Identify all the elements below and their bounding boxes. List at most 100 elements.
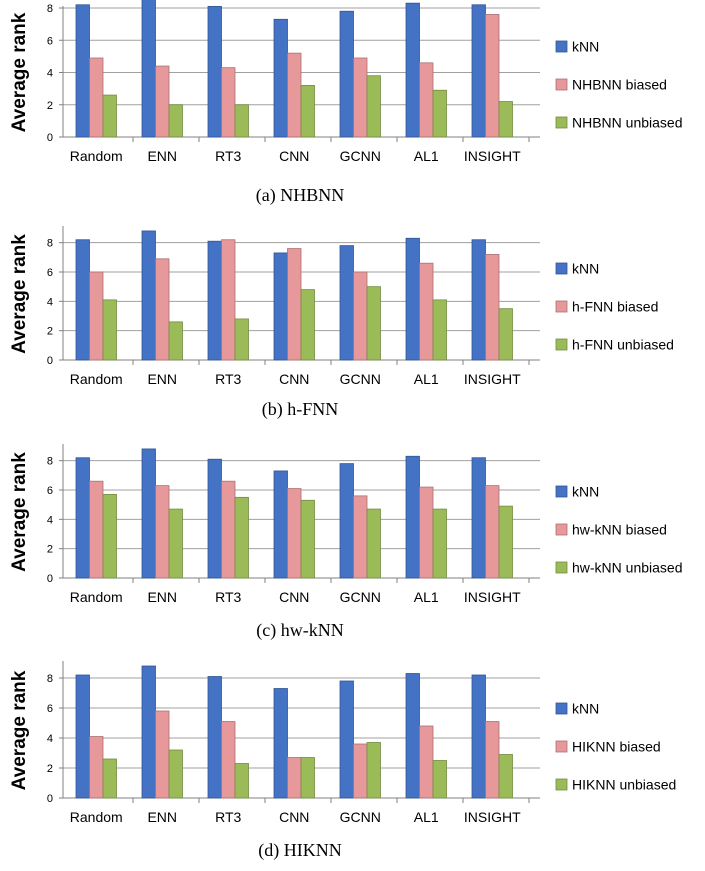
bar-h-fnn-unbiased-enn bbox=[168, 321, 183, 361]
x-tick-label-random: Random bbox=[70, 589, 123, 605]
legend-label-knn: kNN bbox=[572, 261, 599, 277]
x-tick-label-rt3: RT3 bbox=[215, 589, 241, 605]
x-tick-label-cnn: CNN bbox=[279, 589, 309, 605]
chart-svg-h-fnn: 0 2 4 6 8 Average rank Random ENN RT3 CNN GCNN AL1 I… bbox=[9, 226, 674, 387]
y-tick-label: 6 bbox=[47, 485, 53, 497]
caption-hiknn-text: (d) HIKNN bbox=[258, 840, 342, 860]
bar-nhbnn-biased-cnn bbox=[287, 52, 302, 138]
legend-swatch-h-fnn-biased bbox=[555, 300, 568, 313]
bar-hw-knn-unbiased-gcnn bbox=[366, 508, 381, 579]
bar-knn-insight bbox=[471, 674, 486, 799]
bar-nhbnn-unbiased-insight bbox=[498, 101, 513, 138]
legend: kNN NHBNN biased NHBNN unbiased bbox=[555, 39, 683, 131]
bar-nhbnn-unbiased-random bbox=[102, 94, 117, 138]
bar-hw-knn-biased-enn bbox=[155, 485, 170, 579]
bar-h-fnn-biased-enn bbox=[155, 258, 170, 361]
x-tick-label-insight: INSIGHT bbox=[464, 589, 521, 605]
legend-label-knn: kNN bbox=[572, 701, 599, 717]
legend-swatch-knn bbox=[555, 40, 568, 53]
x-tick-label-gcnn: GCNN bbox=[340, 589, 381, 605]
x-tick-label-rt3: RT3 bbox=[215, 371, 241, 387]
bar-hw-knn-unbiased-random bbox=[102, 494, 117, 579]
chart-panel-nhbnn: 0 2 4 6 8 Average rank Random ENN RT3 CNN GCNN AL1 I… bbox=[0, 0, 705, 210]
bar-knn-insight bbox=[471, 239, 486, 361]
legend-swatch-knn bbox=[555, 485, 568, 498]
legend-label-hiknn-unbiased: HIKNN unbiased bbox=[572, 777, 676, 793]
x-tick-label-al1: AL1 bbox=[414, 589, 439, 605]
y-axis-label: Average rank bbox=[9, 234, 30, 354]
chart-svg-nhbnn: 0 2 4 6 8 Average rank Random ENN RT3 CNN GCNN AL1 I… bbox=[9, 0, 683, 164]
x-tick-label-enn: ENN bbox=[147, 148, 177, 164]
legend-swatch-hiknn-biased bbox=[555, 740, 568, 753]
bar-knn-enn bbox=[141, 230, 156, 361]
x-tick-label-random: Random bbox=[70, 371, 123, 387]
bar-hw-knn-unbiased-cnn bbox=[300, 499, 315, 579]
bar-knn-rt3 bbox=[207, 458, 222, 579]
bar-h-fnn-biased-gcnn bbox=[353, 271, 368, 361]
y-tick-label: 0 bbox=[47, 132, 53, 144]
caption-nhbnn-text: (a) NHBNN bbox=[255, 185, 345, 205]
bar-knn-al1 bbox=[405, 2, 420, 138]
x-tick-label-rt3: RT3 bbox=[215, 148, 241, 164]
bar-knn-enn bbox=[141, 0, 156, 138]
bar-hiknn-biased-random bbox=[89, 736, 104, 799]
bar-hw-knn-unbiased-al1 bbox=[432, 508, 447, 579]
y-tick-label: 6 bbox=[47, 267, 53, 279]
gridlines bbox=[63, 677, 540, 769]
y-tick-label: 4 bbox=[47, 514, 53, 526]
bar-knn-random bbox=[75, 674, 90, 799]
chart-panel-h-fnn: 0 2 4 6 8 Average rank Random ENN RT3 CNN GCNN AL1 I… bbox=[0, 218, 705, 425]
y-tick-label: 8 bbox=[47, 238, 53, 250]
x-tick-label-gcnn: GCNN bbox=[340, 148, 381, 164]
legend-label-knn: kNN bbox=[572, 39, 599, 55]
caption-h-fnn: (b) h-FNN bbox=[0, 399, 600, 420]
y-tick-label: 2 bbox=[47, 100, 53, 112]
caption-hw-knn-text: (c) hw-kNN bbox=[256, 620, 344, 640]
bar-nhbnn-biased-insight bbox=[485, 14, 500, 138]
y-axis-label: Average rank bbox=[9, 670, 30, 790]
bar-hiknn-biased-rt3 bbox=[221, 721, 236, 799]
x-tick-label-cnn: CNN bbox=[279, 809, 309, 825]
bar-hiknn-unbiased-random bbox=[102, 758, 117, 799]
bar-knn-al1 bbox=[405, 237, 420, 361]
bar-hw-knn-unbiased-insight bbox=[498, 505, 513, 579]
y-tick-label: 4 bbox=[47, 296, 53, 308]
x-tick-label-gcnn: GCNN bbox=[340, 809, 381, 825]
bar-nhbnn-unbiased-al1 bbox=[432, 89, 447, 138]
legend: kNN hw-kNN biased hw-kNN unbiased bbox=[555, 484, 683, 576]
y-axis-label: Average rank bbox=[9, 12, 30, 132]
x-tick-label-enn: ENN bbox=[147, 809, 177, 825]
x-tick-label-insight: INSIGHT bbox=[464, 148, 521, 164]
bar-knn-insight bbox=[471, 4, 486, 138]
legend-label-nhbnn-unbiased: NHBNN unbiased bbox=[572, 115, 683, 131]
x-tick-label-random: Random bbox=[70, 148, 123, 164]
y-tick-label: 0 bbox=[47, 355, 53, 367]
bar-nhbnn-unbiased-cnn bbox=[300, 85, 315, 138]
legend-swatch-nhbnn-unbiased bbox=[555, 116, 568, 129]
bar-hw-knn-biased-random bbox=[89, 480, 104, 579]
bar-knn-rt3 bbox=[207, 676, 222, 799]
bar-hiknn-unbiased-insight bbox=[498, 754, 513, 799]
legend-label-nhbnn-biased: NHBNN biased bbox=[572, 77, 667, 93]
bars bbox=[75, 665, 513, 799]
y-tick-label: 4 bbox=[47, 733, 53, 745]
y-axis-label: Average rank bbox=[9, 452, 30, 572]
bar-hw-knn-unbiased-rt3 bbox=[234, 496, 249, 579]
bar-knn-rt3 bbox=[207, 240, 222, 361]
bar-knn-cnn bbox=[273, 470, 288, 579]
y-tick-label: 0 bbox=[47, 793, 53, 805]
legend-swatch-hw-knn-unbiased bbox=[555, 561, 568, 574]
bar-knn-cnn bbox=[273, 18, 288, 138]
bar-h-fnn-biased-al1 bbox=[419, 262, 434, 361]
caption-hiknn: (d) HIKNN bbox=[0, 840, 600, 861]
bar-hw-knn-biased-cnn bbox=[287, 488, 302, 579]
bar-nhbnn-biased-gcnn bbox=[353, 57, 368, 138]
bar-knn-cnn bbox=[273, 252, 288, 361]
bar-knn-random bbox=[75, 4, 90, 138]
bar-knn-gcnn bbox=[339, 680, 354, 799]
bar-hiknn-unbiased-cnn bbox=[300, 757, 315, 799]
x-tick-label-insight: INSIGHT bbox=[464, 371, 521, 387]
legend: kNN h-FNN biased h-FNN unbiased bbox=[555, 261, 674, 353]
bar-hw-knn-biased-al1 bbox=[419, 486, 434, 579]
y-tick-label: 8 bbox=[47, 456, 53, 468]
